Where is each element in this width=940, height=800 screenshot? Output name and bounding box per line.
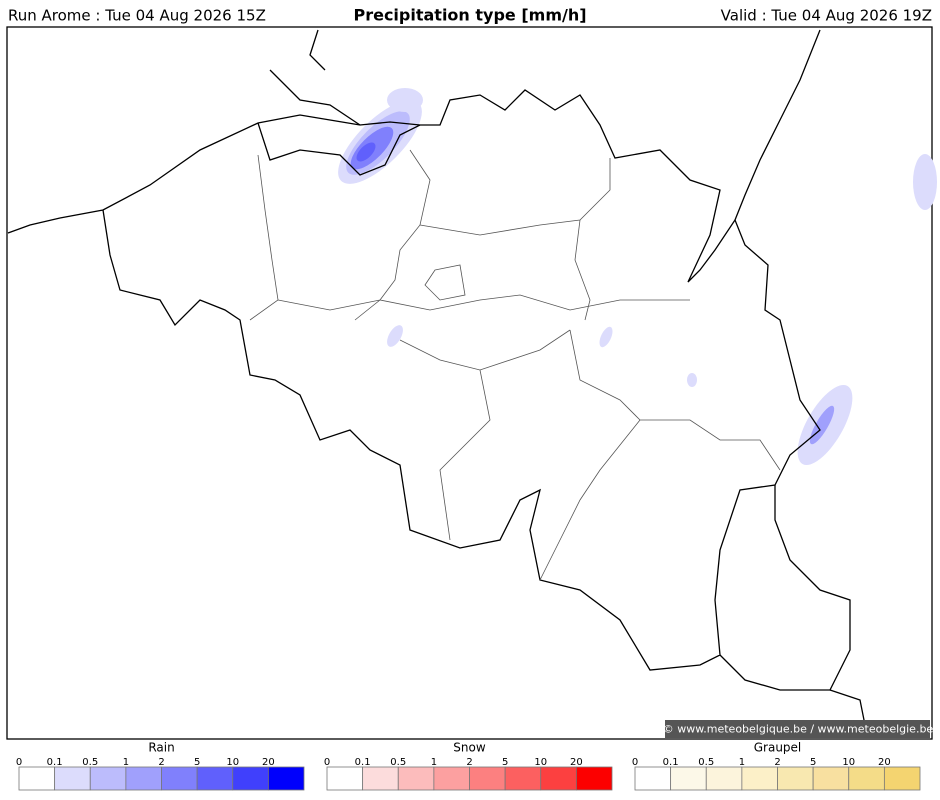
map-frame [6, 26, 933, 740]
legend-tick-label: 0.5 [390, 757, 406, 768]
credit: © www.meteobelgique.be / www.meteobelgie… [663, 723, 934, 736]
legend-swatch [504, 766, 542, 791]
legend-tick-label: 20 [262, 757, 275, 768]
legend-swatch [397, 766, 435, 791]
map-title: Precipitation type [mm/h] [353, 6, 586, 25]
legend-tick-label: 1 [431, 757, 437, 768]
legend-tick-label: 5 [810, 757, 816, 768]
legend-swatch [848, 766, 885, 791]
valid-label: Valid : Tue 04 Aug 2026 19Z [721, 7, 932, 25]
legend-swatch [196, 766, 234, 791]
legend-swatch [812, 766, 850, 791]
legend-swatch [232, 766, 269, 791]
legend-tick-label: 20 [878, 757, 891, 768]
legend-swatch [125, 766, 162, 791]
legend-tick-label: 0.1 [47, 757, 63, 768]
legend-tick-label: 2 [158, 757, 164, 768]
legend-swatch [362, 766, 399, 791]
legend-tick-label: 0 [324, 757, 330, 768]
legend-tick-label: 10 [534, 757, 547, 768]
legend-tick-label: 20 [570, 757, 583, 768]
legend-tick-label: 0 [16, 757, 22, 768]
legend-swatch [89, 766, 127, 791]
legend-tick-label: 10 [842, 757, 855, 768]
legend-swatch [634, 766, 672, 791]
legend-swatch [575, 766, 613, 791]
legend-tick-label: 1 [739, 757, 745, 768]
legend-title: Snow [453, 741, 486, 755]
legend-swatch [54, 766, 91, 791]
legend-tick-label: 5 [194, 757, 200, 768]
legend-swatch [433, 766, 470, 791]
run-label: Run Arome : Tue 04 Aug 2026 15Z [8, 7, 266, 25]
legend-title: Rain [148, 741, 174, 755]
legend-swatch [670, 766, 707, 791]
legend-swatch [18, 766, 56, 791]
legend-swatch [469, 766, 506, 791]
map [6, 26, 937, 740]
precipitation [338, 88, 937, 465]
legend-tick-label: 0.1 [355, 757, 371, 768]
legend-swatch [267, 766, 305, 791]
legend-swatch [540, 766, 577, 791]
legend-tick-label: 2 [774, 757, 780, 768]
credit-box [665, 720, 930, 738]
legend-tick-label: 0.1 [663, 757, 679, 768]
legend-swatch [741, 766, 778, 791]
legend-tick-label: 10 [226, 757, 239, 768]
legend-tick-label: 0.5 [82, 757, 98, 768]
legend-swatch [705, 766, 743, 791]
legend-tick-label: 0.5 [698, 757, 714, 768]
legend-tick-label: 5 [502, 757, 508, 768]
legend-swatch [326, 766, 364, 791]
legend-swatch [883, 766, 921, 791]
legend-swatch [161, 766, 198, 791]
legend-tick-label: 0 [632, 757, 638, 768]
legend-title: Graupel [754, 741, 802, 755]
legend-swatch [777, 766, 814, 791]
legend-tick-label: 1 [123, 757, 129, 768]
legend-tick-label: 2 [466, 757, 472, 768]
